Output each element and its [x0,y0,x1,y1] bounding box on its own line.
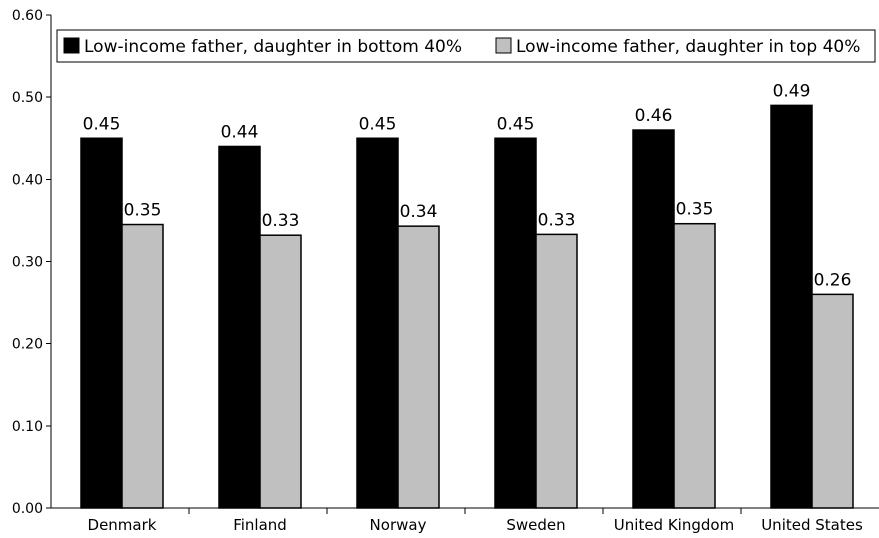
legend-label-bottom-40: Low-income father, daughter in bottom 40… [84,37,462,57]
bar-top-40 [397,225,440,509]
bar-bottom-40 [356,137,399,509]
y-tick-label: 0.30 [12,255,43,271]
y-tick-label: 0.00 [12,501,43,517]
value-label-bottom-40: 0.45 [359,114,397,134]
legend-box [56,29,876,63]
y-tick-label: 0.20 [12,337,43,353]
value-label-bottom-40: 0.46 [635,106,673,126]
y-tick-label: 0.50 [12,90,43,106]
category-label: Finland [233,516,287,534]
value-label-top-40: 0.34 [400,202,438,222]
y-tick-label: 0.10 [12,419,43,435]
bar-top-40 [811,293,854,509]
value-label-top-40: 0.26 [814,270,852,290]
legend-swatch-top-40 [495,37,512,54]
value-label-bottom-40: 0.45 [497,114,535,134]
legend-swatch-bottom-40 [63,37,80,54]
legend: Low-income father, daughter in bottom 40… [56,29,876,63]
bar-bottom-40 [494,137,537,509]
value-label-bottom-40: 0.45 [83,114,121,134]
value-label-top-40: 0.33 [262,211,300,231]
value-label-top-40: 0.35 [124,201,162,221]
category-label: Denmark [88,516,157,534]
value-label-top-40: 0.35 [676,200,714,220]
value-labels-layer: 0.45 0.35 0.44 0.33 0.45 0.34 0.45 0.33 0.46 0.35… [83,81,852,290]
bar-bottom-40 [218,145,261,509]
bar-top-40 [535,233,578,509]
bar-top-40 [259,234,302,509]
category-label: United States [761,516,863,534]
y-axis-ticks: 0.00 0.10 0.20 0.30 0.40 0.50 0.60 [12,8,51,517]
bar-bottom-40 [632,129,675,509]
y-tick-label: 0.60 [12,8,43,24]
value-label-bottom-40: 0.49 [773,81,811,101]
category-label: United Kingdom [614,516,734,534]
category-label: Sweden [506,516,565,534]
category-label: Norway [370,516,427,534]
y-tick-label: 0.40 [12,172,43,188]
value-label-bottom-40: 0.44 [221,122,259,142]
x-axis-labels: Denmark Finland Norway Sweden United Kingdom… [88,508,863,534]
bar-top-40 [121,223,164,509]
bar-bottom-40 [80,137,123,509]
value-label-top-40: 0.33 [538,210,576,230]
bar-bottom-40 [770,104,813,509]
legend-label-top-40: Low-income father, daughter in top 40% [516,37,860,57]
bars-layer [80,104,854,509]
bar-top-40 [673,222,716,509]
